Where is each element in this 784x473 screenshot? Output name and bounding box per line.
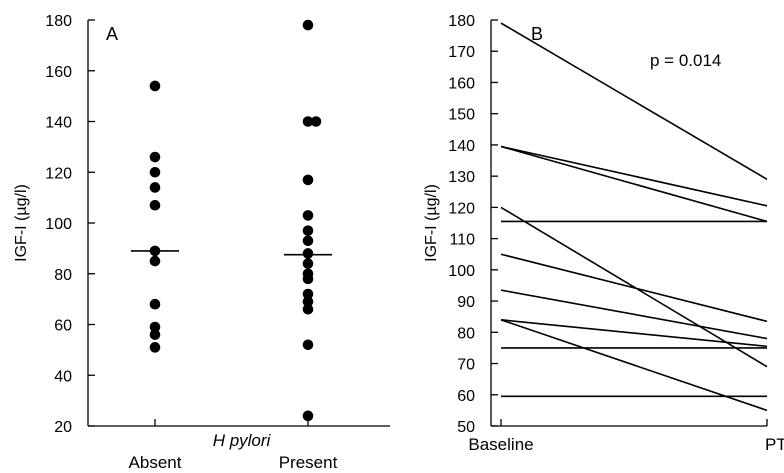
data-point <box>302 210 314 221</box>
panel-label: B <box>531 24 543 44</box>
series-line <box>500 289 768 340</box>
panel-b: 50 60 70 80 90 100 110 120 130 140 150 160 170 180 Bas… <box>423 13 784 454</box>
data-point <box>302 174 314 186</box>
data-point <box>302 296 314 307</box>
y-tick-label: 120 <box>45 165 72 182</box>
y-axis-label: IGF-I (µg/l) <box>423 184 440 262</box>
data-point <box>149 182 161 193</box>
series-line <box>500 145 768 207</box>
y-tick-label: 40 <box>54 368 72 385</box>
data-point <box>149 151 161 163</box>
data-point <box>302 248 314 259</box>
series-line <box>500 319 768 348</box>
data-point <box>149 199 161 211</box>
y-tick-label: 160 <box>448 75 475 92</box>
data-point <box>149 321 161 333</box>
data-point <box>149 255 161 267</box>
x-category-label: Present <box>279 453 338 472</box>
y-tick-label: 160 <box>45 64 72 81</box>
y-tick-label: 150 <box>448 107 475 124</box>
data-point <box>149 329 161 340</box>
data-point <box>302 19 314 31</box>
p-value-annotation: p = 0.014 <box>650 51 721 70</box>
data-point <box>149 298 161 310</box>
data-point <box>302 258 314 269</box>
data-point <box>302 288 314 300</box>
y-tick-label: 120 <box>448 200 475 217</box>
y-tick-label: 20 <box>54 419 72 436</box>
series-line <box>500 145 768 223</box>
y-tick-label: 80 <box>457 325 475 342</box>
y-tick-label: 90 <box>457 294 475 311</box>
y-tick-label: 170 <box>448 44 475 61</box>
data-point <box>302 225 314 236</box>
panel-label: A <box>106 24 118 44</box>
y-tick-label: 180 <box>448 13 475 30</box>
y-tick-label: 130 <box>448 169 475 186</box>
y-tick-label: 140 <box>45 115 72 132</box>
series-line <box>500 319 768 412</box>
y-tick-label: 80 <box>54 267 72 284</box>
data-point <box>149 80 161 92</box>
data-point <box>149 166 161 178</box>
data-point <box>302 273 314 285</box>
y-tick-label: 70 <box>457 357 475 374</box>
x-tick-label: PTT <box>765 435 784 454</box>
x-axis-label: H pylori <box>213 431 272 450</box>
y-tick-label: 110 <box>449 232 475 249</box>
y-tick-label: 180 <box>45 13 72 30</box>
x-category-label: Absent <box>129 453 182 472</box>
panel-a: 20 40 60 80 100 120 140 160 180 Absent Present IGF-… <box>13 13 390 472</box>
series-line <box>500 253 768 323</box>
y-axis-label: IGF-I (µg/l) <box>13 184 30 262</box>
y-tick-label: 100 <box>45 216 72 233</box>
y-tick-label: 100 <box>448 263 475 280</box>
data-point <box>302 339 314 351</box>
y-tick-label: 140 <box>448 138 475 155</box>
y-tick-label: 50 <box>457 419 475 436</box>
data-point <box>302 235 314 247</box>
data-point <box>302 303 314 315</box>
y-tick-label: 60 <box>457 388 475 405</box>
series-line <box>500 22 768 180</box>
data-point <box>149 342 161 353</box>
data-point <box>302 410 314 422</box>
x-tick-label: Baseline <box>468 435 533 454</box>
data-point <box>310 116 322 127</box>
data-point <box>302 116 314 127</box>
y-tick-label: 60 <box>54 318 72 335</box>
